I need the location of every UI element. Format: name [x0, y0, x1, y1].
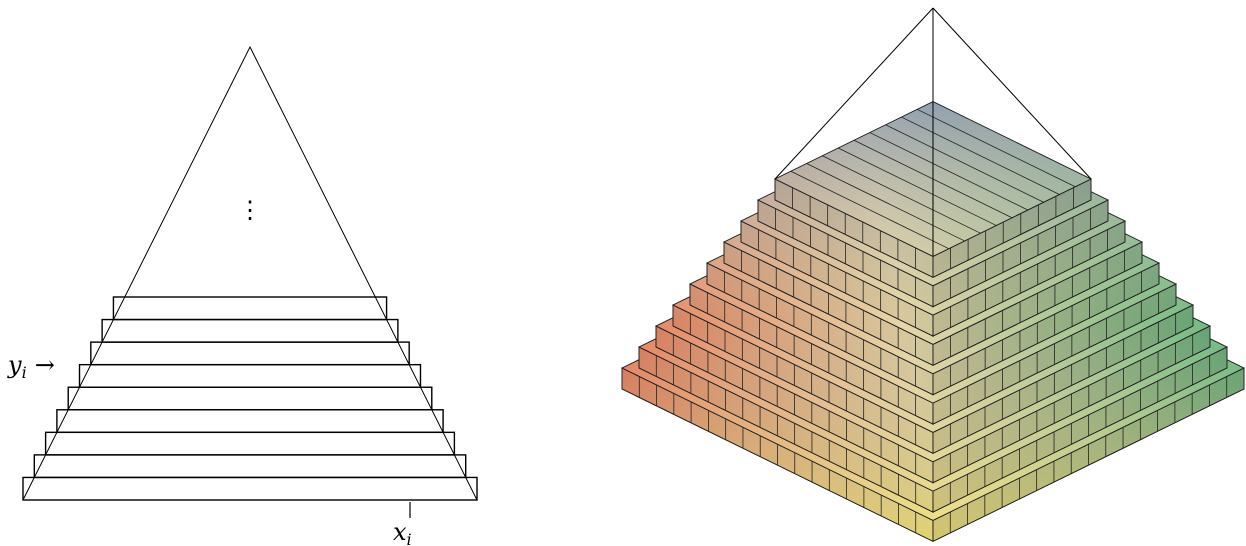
x-subscript: i — [407, 530, 412, 546]
y-label: yi → — [7, 351, 55, 382]
brick-joint — [806, 163, 965, 242]
slice — [67, 386, 433, 411]
brick-joint — [838, 147, 997, 226]
brick-joint — [901, 116, 1060, 195]
y-letter: y — [7, 351, 22, 379]
vertical-dots: ⋮ — [238, 196, 262, 224]
x-letter: x — [393, 518, 407, 546]
slice — [22, 476, 478, 501]
brick-joint — [869, 132, 1028, 211]
slice — [101, 318, 399, 343]
slice — [56, 409, 444, 434]
slice — [44, 431, 456, 456]
step-pyramid — [621, 7, 1245, 543]
brick-joint — [885, 124, 1044, 203]
slice — [112, 296, 388, 321]
slice — [78, 363, 422, 388]
x-label: xi — [393, 518, 412, 546]
slice-diagram — [22, 45, 478, 518]
arrow: → — [35, 351, 55, 379]
brick-joint — [822, 155, 981, 234]
brick-joint — [917, 108, 1076, 188]
slice — [33, 454, 467, 479]
apex-edge — [932, 7, 1092, 180]
brick-joint — [790, 170, 949, 250]
apex-edge — [774, 7, 934, 180]
triangle — [22, 45, 478, 501]
slice — [90, 341, 410, 366]
y-subscript: i — [22, 363, 27, 382]
